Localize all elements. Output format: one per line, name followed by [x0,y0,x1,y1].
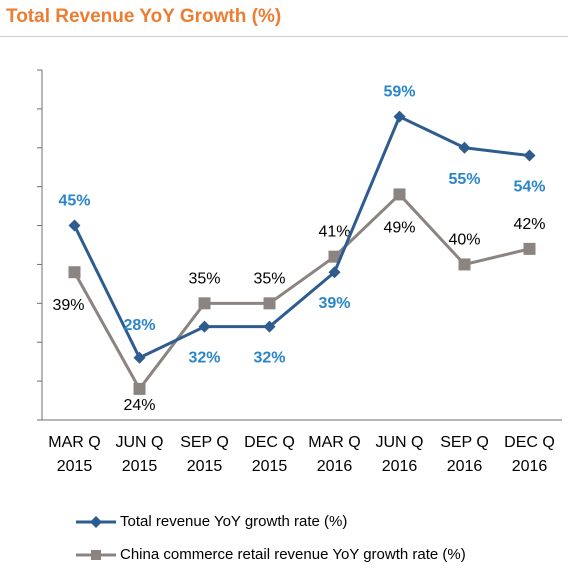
china-retail-point [133,382,146,395]
x-tick-label: JUN Q [116,434,164,451]
total-revenue-point [523,149,536,162]
total-revenue-data-label: 32% [253,350,285,367]
x-tick-label: SEP Q [440,434,489,451]
china-retail-data-label: 24% [123,397,155,414]
x-tick-label-year: 2016 [382,458,418,475]
legend-china-label: China commerce retail revenue YoY growth… [120,546,466,563]
china-retail-data-label: 42% [513,216,545,233]
total-revenue-data-label: 28% [123,317,155,334]
total-revenue-line [73,115,530,360]
x-tick-label: SEP Q [180,434,229,451]
x-tick-label: DEC Q [244,434,295,451]
legend-total-label: Total revenue YoY growth rate (%) [120,513,348,530]
total-revenue-point [458,141,471,154]
total-revenue-data-label: 54% [513,179,545,196]
china-retail-data-label: 40% [448,231,480,248]
x-tick-label: DEC Q [504,434,555,451]
china-retail-data-label: 35% [188,270,220,287]
china-retail-point [328,250,341,263]
x-tick-label-year: 2015 [57,458,93,475]
total-revenue-data-label: 45% [58,193,90,210]
total-revenue-point [393,110,406,123]
x-tick-label: MAR Q [48,434,100,451]
x-tick-label-year: 2016 [317,458,353,475]
china-retail-point [68,266,81,279]
total-revenue-point [263,320,276,333]
total-revenue-data-label: 39% [318,295,350,312]
total-revenue-data-label: 55% [448,171,480,188]
x-tick-label-year: 2015 [122,458,158,475]
china-retail-data-label: 35% [253,270,285,287]
x-tick-label-year: 2016 [447,458,483,475]
china-retail-line [73,192,530,391]
china-retail-point [198,297,211,310]
total-revenue-data-label: 59% [383,84,415,101]
china-retail-data-label: 49% [383,219,415,236]
total-revenue-point [68,219,81,232]
total-revenue-point [133,351,146,364]
x-tick-label-year: 2015 [187,458,223,475]
china-retail-data-label: 41% [318,224,350,241]
china-retail-point [523,242,536,255]
total-revenue-point [328,266,341,279]
china-retail-point [393,188,406,201]
total-revenue-data-label: 32% [188,350,220,367]
chart-title: Total Revenue YoY Growth (%) [6,6,282,27]
legend-total-swatch [76,516,116,528]
x-tick-label-year: 2015 [252,458,288,475]
title-divider [0,36,568,37]
x-tick-label-year: 2016 [512,458,548,475]
china-retail-data-label: 39% [52,297,84,314]
legend-china-swatch [76,550,116,560]
x-tick-label: MAR Q [308,434,360,451]
china-retail-point [458,258,471,271]
x-tick-label: JUN Q [376,434,424,451]
total-revenue-point [198,320,211,333]
china-retail-point [263,297,276,310]
